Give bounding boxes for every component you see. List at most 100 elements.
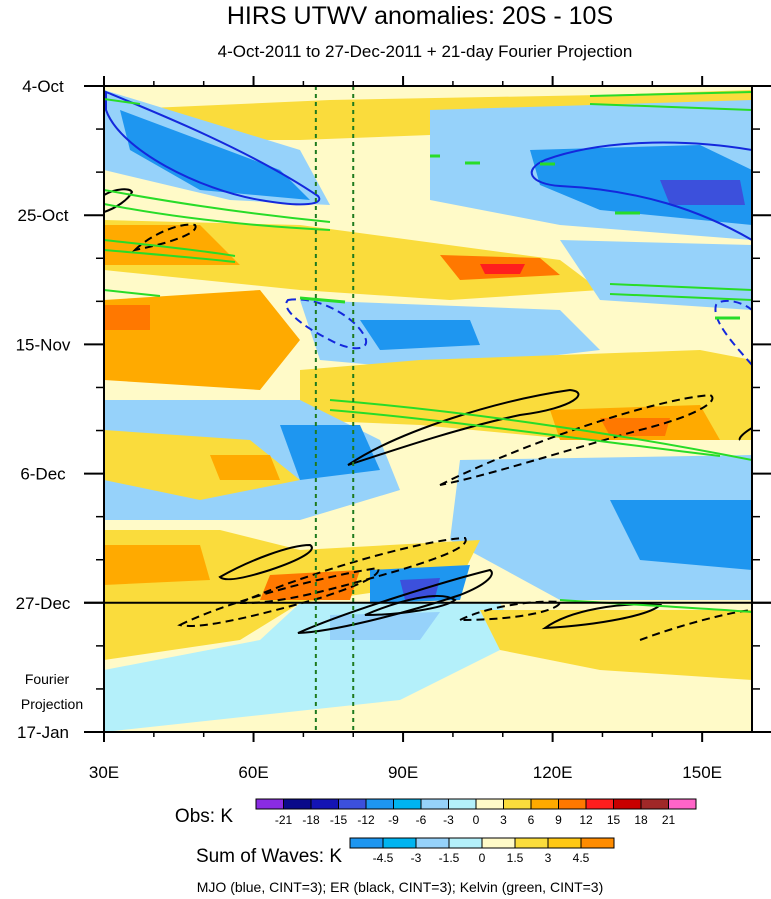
obs-colorbar-swatch bbox=[283, 798, 312, 810]
y-tick-label: 27-Dec bbox=[16, 594, 71, 613]
anomaly-patch bbox=[480, 264, 525, 274]
kelvin-contour bbox=[329, 399, 752, 461]
waves-colorbar-swatch bbox=[547, 837, 582, 849]
obs-colorbar-swatch bbox=[338, 798, 367, 810]
x-tick-label: 90E bbox=[388, 763, 418, 782]
anomaly-patch bbox=[360, 320, 480, 350]
axis-ticks: 30E 60E 90E 120E 150E 4-Oct 25-Oct 15-Nov 6-Dec 2… bbox=[16, 76, 771, 782]
anomaly-patch bbox=[104, 220, 600, 300]
y-tick-label: 17-Jan bbox=[17, 723, 69, 742]
obs-colorbar-level-label: 12 bbox=[579, 813, 593, 827]
kelvin-contour bbox=[104, 189, 331, 231]
anomaly-patch bbox=[104, 290, 300, 390]
er-contour-negative bbox=[459, 600, 562, 621]
obs-colorbar-level-label: 9 bbox=[555, 813, 562, 827]
y-tick-label: 25-Oct bbox=[17, 206, 68, 225]
anomaly-patch bbox=[450, 455, 752, 600]
obs-colorbar-level-label: -9 bbox=[388, 813, 399, 827]
kelvin-contour bbox=[430, 154, 640, 215]
waves-colorbar-label: Sum of Waves: K bbox=[196, 846, 342, 867]
obs-colorbar-level-label: 6 bbox=[528, 813, 535, 827]
waves-colorbar: -4.5 -3 -1.5 0 1.5 3 4.5 bbox=[349, 837, 615, 865]
er-contour-negative bbox=[131, 223, 197, 252]
anomaly-patch bbox=[560, 240, 752, 310]
obs-colorbar-label: Obs: K bbox=[175, 806, 233, 827]
anomaly-patch bbox=[104, 225, 240, 265]
anomaly-patch bbox=[104, 545, 210, 585]
projection-label-line2: Projection bbox=[21, 696, 83, 712]
anomaly-patch bbox=[330, 612, 440, 640]
er-contour-positive bbox=[738, 427, 752, 441]
waves-colorbar-level-label: -1.5 bbox=[439, 851, 460, 865]
kelvin-contour bbox=[104, 283, 752, 301]
x-tick-label: 120E bbox=[533, 763, 573, 782]
kelvin-contour bbox=[104, 239, 236, 263]
obs-colorbar: -21 -18 -15 -12 -9 -6 -3 0 3 6 9 12 15 18 21 bbox=[255, 798, 697, 827]
obs-colorbar-level-label: 3 bbox=[500, 813, 507, 827]
anomaly-patch bbox=[610, 500, 752, 570]
anomaly-patch bbox=[260, 570, 360, 600]
obs-colorbar-level-label: -6 bbox=[416, 813, 427, 827]
obs-colorbar-swatch bbox=[530, 798, 559, 810]
obs-colorbar-level-label: -18 bbox=[302, 813, 320, 827]
obs-colorbar-swatch bbox=[448, 798, 477, 810]
waves-colorbar-swatch bbox=[415, 837, 450, 849]
waves-colorbar-swatch bbox=[514, 837, 549, 849]
kelvin-contour bbox=[559, 599, 752, 613]
anomaly-patch bbox=[660, 180, 745, 205]
anomaly-patch bbox=[210, 455, 280, 480]
er-contour bbox=[104, 188, 134, 213]
wave-legend-note: MJO (blue, CINT=3); ER (black, CINT=3); … bbox=[197, 879, 604, 895]
x-tick-label: 30E bbox=[89, 763, 119, 782]
kelvin-contour bbox=[104, 91, 752, 111]
plot-frame bbox=[103, 85, 753, 733]
waves-colorbar-swatch bbox=[382, 837, 417, 849]
y-tick-label: 15-Nov bbox=[16, 335, 71, 354]
anomaly-fields bbox=[104, 90, 752, 732]
anomaly-patch bbox=[120, 110, 310, 200]
obs-colorbar-level-label: -3 bbox=[443, 813, 454, 827]
obs-colorbar-swatch bbox=[613, 798, 642, 810]
obs-colorbar-level-label: -15 bbox=[330, 813, 348, 827]
waves-colorbar-swatch bbox=[349, 837, 384, 849]
x-tick-label: 60E bbox=[238, 763, 268, 782]
obs-colorbar-swatch bbox=[640, 798, 669, 810]
obs-colorbar-level-label: 0 bbox=[473, 813, 480, 827]
obs-colorbar-swatch bbox=[503, 798, 532, 810]
obs-colorbar-level-label: -12 bbox=[357, 813, 375, 827]
mjo-contour-negative bbox=[714, 299, 752, 366]
mjo-contour bbox=[530, 141, 752, 241]
waves-colorbar-swatch bbox=[580, 837, 615, 849]
y-tick-label: 6-Dec bbox=[20, 465, 66, 484]
mjo-contour-negative bbox=[285, 298, 368, 350]
waves-colorbar-swatch bbox=[481, 837, 516, 849]
obs-colorbar-swatch bbox=[668, 798, 697, 810]
obs-colorbar-swatch bbox=[310, 798, 339, 810]
waves-colorbar-level-label: 0 bbox=[479, 851, 486, 865]
x-tick-label: 150E bbox=[682, 763, 722, 782]
obs-colorbar-level-label: 15 bbox=[607, 813, 621, 827]
obs-colorbar-level-label: 18 bbox=[634, 813, 648, 827]
waves-colorbar-level-label: -3 bbox=[411, 851, 422, 865]
waves-colorbar-level-label: -4.5 bbox=[373, 851, 394, 865]
obs-colorbar-swatch bbox=[365, 798, 394, 810]
kelvin-contour bbox=[299, 296, 740, 320]
anomaly-patch bbox=[600, 418, 670, 436]
mjo-contour bbox=[105, 90, 321, 206]
waves-colorbar-swatch bbox=[448, 837, 483, 849]
obs-colorbar-swatch bbox=[558, 798, 587, 810]
er-contour bbox=[347, 388, 580, 466]
er-contour-negative bbox=[177, 566, 380, 627]
obs-colorbar-swatch bbox=[393, 798, 422, 810]
obs-colorbar-level-label: -21 bbox=[275, 813, 293, 827]
obs-colorbar-swatch bbox=[420, 798, 449, 810]
plot-area bbox=[104, 86, 752, 732]
obs-colorbar-swatch bbox=[585, 798, 614, 810]
obs-colorbar-level-label: 21 bbox=[662, 813, 676, 827]
chart-title: HIRS UTWV anomalies: 20S - 10S bbox=[227, 2, 613, 30]
er-contour-negative bbox=[239, 536, 467, 605]
waves-colorbar-level-label: 1.5 bbox=[507, 851, 524, 865]
chart-subtitle: 4-Oct-2011 to 27-Dec-2011 + 21-day Fouri… bbox=[218, 42, 633, 61]
obs-colorbar-swatch bbox=[255, 798, 284, 810]
